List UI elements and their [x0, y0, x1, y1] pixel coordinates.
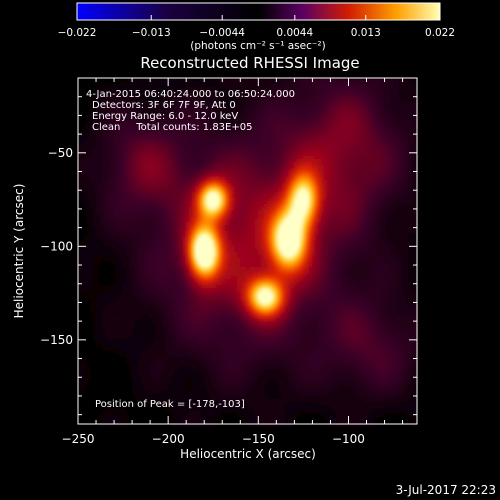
- colorbar-tick-label: 0.013: [351, 27, 381, 39]
- y-tick-label: −100: [40, 239, 73, 253]
- colorbar-tick-label: −0.022: [58, 27, 97, 39]
- peak-position-label: Position of Peak = [-178,-103]: [95, 399, 245, 410]
- colorbar: −0.022 −0.013 −0.0044 0.0044 0.013 0.022 (pho…: [58, 2, 455, 52]
- timestamp: 3-Jul-2017 22:23: [396, 483, 496, 497]
- colorbar-label: (photons cm⁻² s⁻¹ asec⁻²): [190, 40, 325, 52]
- x-tick-label: −200: [152, 432, 185, 446]
- x-tick-label: −250: [62, 432, 95, 446]
- colorbar-gradient: [76, 2, 441, 21]
- colorbar-tick-label: −0.013: [132, 27, 171, 39]
- plot-frame: [77, 77, 418, 425]
- annotation-time-range: 4-Jan-2015 06:40:24.000 to 06:50:24.000: [86, 89, 295, 100]
- y-tick-label: −50: [48, 146, 73, 160]
- x-axis-label: Heliocentric X (arcsec): [180, 447, 316, 461]
- x-tick-label: −150: [242, 432, 275, 446]
- y-axis-label: Heliocentric Y (arcsec): [12, 184, 26, 319]
- chart-title: Reconstructed RHESSI Image: [140, 54, 359, 72]
- colorbar-ticks: −0.022 −0.013 −0.0044 0.0044 0.013 0.022: [58, 15, 455, 39]
- y-tick-label: −150: [40, 333, 73, 347]
- colorbar-tick-label: −0.0044: [199, 27, 245, 39]
- annotation-energy-range: Energy Range: 6.0 - 12.0 keV: [92, 111, 238, 122]
- x-tick-label: −100: [332, 432, 365, 446]
- annotation-block: 4-Jan-2015 06:40:24.000 to 06:50:24.000 …: [86, 89, 295, 133]
- annotation-counts: Clean Total counts: 1.83E+05: [92, 122, 252, 133]
- colorbar-tick-label: 0.022: [425, 27, 455, 39]
- colorbar-tick-label: 0.0044: [276, 27, 313, 39]
- heatmap-image: [78, 78, 418, 427]
- annotation-detectors: Detectors: 3F 6F 7F 9F, Att 0: [92, 100, 236, 111]
- axis-ticks: [77, 78, 417, 424]
- plot-area: [77, 77, 418, 427]
